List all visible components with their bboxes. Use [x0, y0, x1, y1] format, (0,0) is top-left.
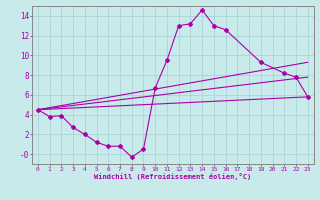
X-axis label: Windchill (Refroidissement éolien,°C): Windchill (Refroidissement éolien,°C)	[94, 173, 252, 180]
